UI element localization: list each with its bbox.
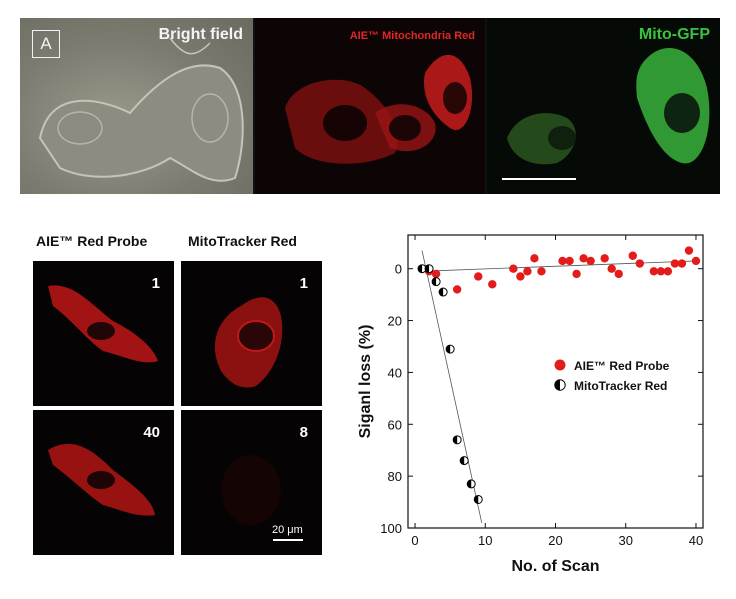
data-point-aie bbox=[586, 256, 595, 266]
data-point-aie bbox=[635, 259, 644, 268]
x-tick-label: 20 bbox=[548, 533, 562, 548]
fit-line bbox=[422, 260, 696, 272]
y-tick-label: 100 bbox=[380, 521, 402, 536]
data-point-aie bbox=[516, 272, 525, 281]
data-point-aie bbox=[677, 259, 687, 268]
micrograph-aie-scan-1: 1 bbox=[33, 261, 174, 406]
legend-label-mitotracker: MitoTracker Red bbox=[574, 379, 667, 393]
panel-a-image-strip: A Bright field AIE™ Mitochondria Red Mit… bbox=[20, 18, 720, 194]
y-tick-label: 20 bbox=[388, 314, 402, 329]
micrograph-aie-scan-40: 40 bbox=[33, 410, 174, 555]
data-point-aie bbox=[523, 267, 532, 276]
scan-number: 1 bbox=[151, 275, 160, 292]
data-point-aie bbox=[656, 267, 666, 276]
scan-number: 40 bbox=[143, 424, 160, 441]
scan-number: 1 bbox=[299, 275, 308, 292]
signal-loss-chart: 0 10 20 30 40 0 20 40 60 80 100 No. of Scan Siganl l… bbox=[357, 234, 704, 575]
data-point-aie bbox=[474, 272, 483, 281]
panel-letter: A bbox=[32, 30, 60, 58]
data-point-aie bbox=[579, 254, 588, 263]
col-header-aie-probe: AIE™ Red Probe bbox=[36, 233, 148, 249]
scan-number: 8 bbox=[299, 424, 308, 441]
data-point-mitotracker-fill bbox=[460, 456, 465, 465]
legend-label-aie: AIE™ Red Probe bbox=[574, 359, 670, 373]
scale-bar-a bbox=[502, 178, 576, 180]
y-tick-label: 40 bbox=[388, 365, 402, 380]
data-point-aie bbox=[572, 269, 581, 279]
data-point-aie bbox=[600, 254, 609, 263]
data-point-mitotracker-fill bbox=[446, 345, 451, 354]
x-tick-label: 0 bbox=[411, 533, 418, 548]
data-point-aie bbox=[509, 264, 518, 273]
y-tick-label: 80 bbox=[388, 469, 402, 484]
x-axis-title: No. of Scan bbox=[511, 558, 599, 575]
bright-field-title: Bright field bbox=[158, 26, 243, 43]
data-point-aie bbox=[607, 264, 616, 273]
y-axis-title: Siganl loss (%) bbox=[357, 325, 374, 439]
fit-line bbox=[421, 250, 483, 523]
bright-field-image: A Bright field bbox=[20, 18, 253, 194]
data-point-aie bbox=[565, 256, 574, 266]
data-point-aie bbox=[537, 267, 546, 276]
aie-mito-image: AIE™ Mitochondria Red bbox=[255, 18, 485, 194]
mito-gfp-cells bbox=[507, 48, 710, 165]
data-point-aie bbox=[614, 269, 623, 279]
scale-bar-label: 20 μm bbox=[272, 524, 303, 536]
x-tick-label: 40 bbox=[689, 533, 703, 548]
col-header-mitotracker: MitoTracker Red bbox=[188, 233, 297, 249]
x-tick-label: 10 bbox=[478, 533, 492, 548]
y-tick-label: 0 bbox=[395, 262, 402, 277]
data-point-mitotracker-fill bbox=[425, 264, 430, 273]
aie-mito-title: AIE™ Mitochondria Red bbox=[349, 30, 475, 42]
data-point-aie bbox=[558, 256, 567, 266]
data-point-mitotracker-fill bbox=[418, 264, 423, 273]
data-point-aie bbox=[670, 259, 680, 268]
data-point-aie bbox=[663, 267, 673, 276]
bright-field-cells bbox=[38, 37, 244, 182]
data-point-mitotracker-fill bbox=[432, 277, 437, 286]
data-point-mitotracker-fill bbox=[453, 435, 458, 444]
data-point-aie bbox=[628, 251, 637, 260]
legend-marker-aie bbox=[554, 359, 566, 371]
mito-gfp-image: Mito-GFP bbox=[487, 18, 720, 194]
data-point-aie bbox=[691, 256, 701, 266]
micrograph-mitotracker-scan-1: 1 bbox=[181, 261, 322, 406]
mito-gfp-title: Mito-GFP bbox=[638, 26, 710, 43]
data-point-aie bbox=[452, 285, 462, 294]
y-tick-label: 60 bbox=[388, 417, 402, 432]
data-point-mitotracker-fill bbox=[467, 479, 472, 488]
legend-marker-mitotracker-fill bbox=[554, 379, 560, 391]
data-point-aie bbox=[649, 267, 659, 276]
data-point-aie bbox=[431, 269, 441, 279]
aie-mito-cells bbox=[285, 54, 473, 164]
data-point-aie bbox=[488, 280, 497, 289]
scale-bar bbox=[273, 539, 303, 541]
data-point-mitotracker-fill bbox=[474, 495, 479, 504]
data-point-aie bbox=[530, 254, 539, 263]
data-point-mitotracker-fill bbox=[439, 288, 444, 297]
x-tick-label: 30 bbox=[619, 533, 633, 548]
micrograph-mitotracker-scan-8: 8 20 μm bbox=[181, 410, 322, 555]
data-point-aie bbox=[684, 246, 694, 255]
